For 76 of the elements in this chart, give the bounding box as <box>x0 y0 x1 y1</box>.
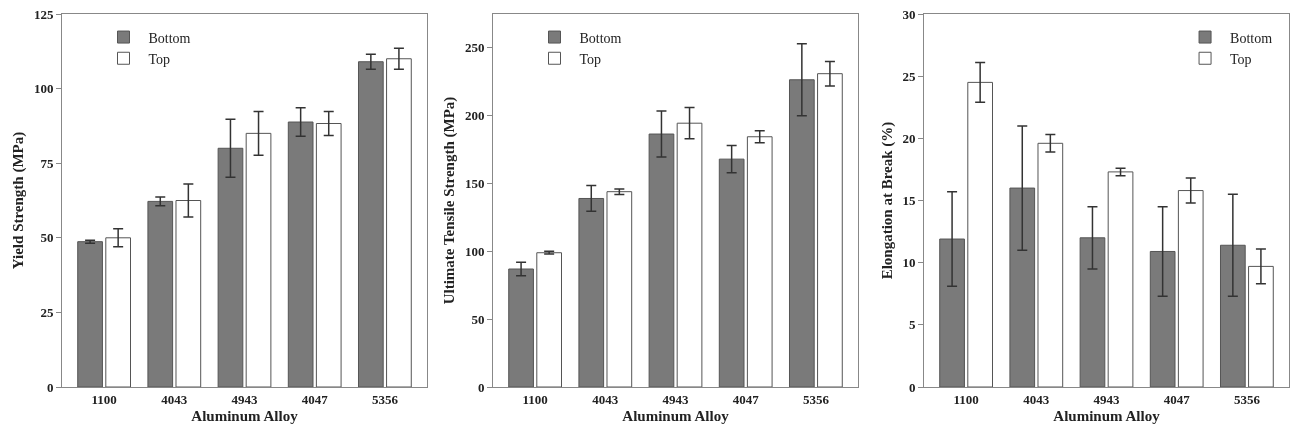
bar <box>606 191 633 387</box>
x-tick-label: 4047 <box>732 391 760 407</box>
y-tick-label: 0 <box>477 379 485 395</box>
bar <box>287 121 314 387</box>
bar <box>1037 142 1064 387</box>
bar <box>386 58 412 387</box>
bar <box>105 237 132 387</box>
bar <box>676 122 703 387</box>
bar <box>245 132 272 387</box>
y-axis-title: Yield Strength (MPa) <box>10 131 28 270</box>
bar <box>788 79 815 387</box>
bar <box>1177 190 1204 387</box>
x-tick-label: 1100 <box>522 391 548 407</box>
bar <box>508 268 534 387</box>
x-tick-label: 4043 <box>592 391 619 407</box>
y-axis-title: Ultimate Tensile Strength (MPa) <box>441 96 459 305</box>
bar <box>817 73 843 387</box>
bar <box>578 197 605 387</box>
bar <box>939 238 965 387</box>
y-tick-label: 0 <box>908 379 916 395</box>
x-axis-title: Aluminum Alloy <box>1053 407 1161 424</box>
bar <box>536 252 563 387</box>
legend-label: Bottom <box>579 30 622 46</box>
x-tick-label: 4043 <box>161 391 188 407</box>
bar <box>217 147 244 387</box>
bar <box>1219 244 1246 387</box>
y-tick-label: 15 <box>902 193 916 209</box>
bar <box>1248 265 1274 387</box>
bar <box>718 158 745 387</box>
x-tick-label: 4047 <box>301 391 329 407</box>
x-tick-label: 4943 <box>662 391 689 407</box>
y-tick-label: 25 <box>40 304 54 320</box>
y-tick-label: 125 <box>33 6 54 22</box>
y-tick-label: 250 <box>464 40 485 56</box>
legend-label: Bottom <box>148 30 191 46</box>
y-tick-label: 50 <box>471 311 485 327</box>
x-tick-label: 1100 <box>91 391 117 407</box>
x-tick-label: 4943 <box>231 391 258 407</box>
bar <box>175 200 202 387</box>
y-tick-label: 30 <box>902 6 916 22</box>
y-tick-label: 25 <box>902 68 916 84</box>
bar <box>1009 187 1036 387</box>
x-tick-label: 4043 <box>1023 391 1050 407</box>
x-axis-title: Aluminum Alloy <box>191 407 299 424</box>
x-tick-label: 5356 <box>371 391 399 407</box>
y-tick-label: 20 <box>902 130 916 146</box>
y-tick-label: 5 <box>908 317 916 333</box>
y-tick-label: 100 <box>464 243 485 259</box>
bar <box>147 200 174 387</box>
legend-label: Top <box>148 51 171 67</box>
legend-label: Top <box>1230 51 1252 67</box>
bar <box>315 123 342 387</box>
y-tick-label: 75 <box>40 155 54 171</box>
x-tick-label: 4047 <box>1163 391 1191 407</box>
y-tick-label: 50 <box>40 230 54 246</box>
legend-label: Top <box>579 51 602 67</box>
y-tick-label: 150 <box>464 176 485 192</box>
bar <box>77 241 103 387</box>
y-tick-label: 100 <box>33 81 54 97</box>
bar <box>1149 250 1176 387</box>
y-tick-label: 200 <box>464 108 485 124</box>
y-axis-title: Elongation at Break (%) <box>878 121 896 280</box>
y-tick-label: 10 <box>902 255 916 271</box>
y-tick-label: 0 <box>46 379 54 395</box>
x-tick-label: 1100 <box>953 391 979 407</box>
bar <box>746 136 773 387</box>
bar <box>1079 237 1106 387</box>
bar <box>648 133 675 387</box>
bar <box>967 81 994 387</box>
x-tick-label: 4943 <box>1093 391 1120 407</box>
x-axis-title: Aluminum Alloy <box>622 407 730 424</box>
legend-label: Bottom <box>1230 30 1273 46</box>
bar <box>357 61 384 387</box>
x-tick-label: 5356 <box>1233 391 1261 407</box>
bar <box>1107 171 1134 387</box>
x-tick-label: 5356 <box>802 391 830 407</box>
